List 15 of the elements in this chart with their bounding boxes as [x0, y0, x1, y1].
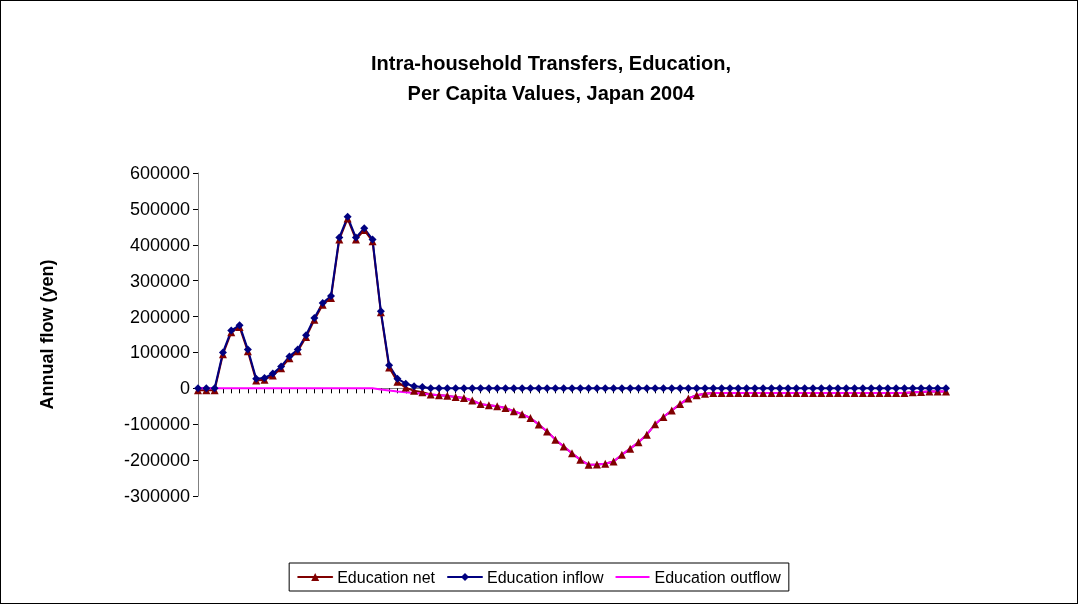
y-tick-label: 300000	[129, 270, 190, 291]
y-tick-label: 0	[179, 378, 190, 399]
y-tick-label: -100000	[123, 414, 190, 435]
y-tick-label: 200000	[129, 306, 190, 327]
legend-label: Education outflow	[654, 568, 782, 586]
y-tick-label: 400000	[129, 234, 190, 255]
y-tick-label: 500000	[129, 198, 190, 219]
y-tick-label: -300000	[123, 486, 190, 506]
legend-label: Education inflow	[487, 568, 604, 586]
y-tick-label: 100000	[129, 342, 190, 363]
legend-label: Education net	[337, 568, 436, 586]
y-axis-title: Annual flow (yen)	[37, 259, 57, 410]
y-tick-label: -200000	[123, 450, 190, 471]
y-tick-label: 600000	[129, 163, 190, 183]
chart-title: Intra-household Transfers, Education, Per Capita Values, Japan 2004	[370, 52, 732, 104]
